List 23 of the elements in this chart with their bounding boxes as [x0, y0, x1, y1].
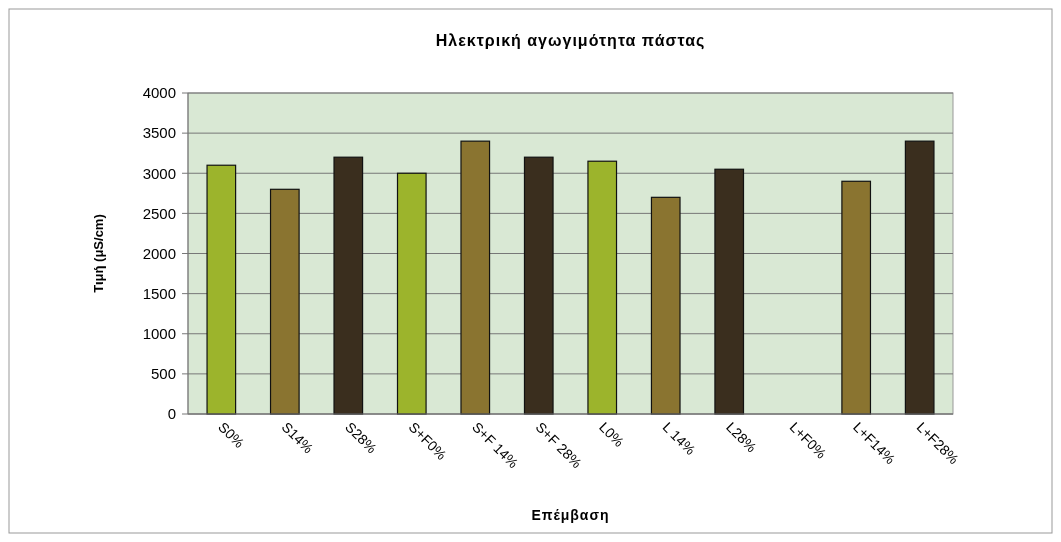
y-tick-label: 2500 [142, 204, 176, 222]
y-tick-label: 3500 [142, 124, 176, 142]
bar [396, 172, 427, 415]
y-tick-label: 3000 [142, 164, 176, 182]
chart-title: Ηλεκτρική αγωγιμότητα πάστας [435, 32, 706, 50]
y-tick-label: 0 [167, 405, 176, 423]
bar [460, 140, 491, 415]
bar [841, 180, 872, 415]
x-axis-title: Επέμβαση [531, 507, 610, 523]
bar [904, 140, 935, 415]
y-axis-title: Τιμή (μS/cm) [91, 214, 106, 293]
bar [650, 196, 681, 415]
y-tick-label: 1500 [142, 284, 176, 302]
bar [587, 160, 618, 415]
y-tick-label: 2000 [142, 244, 176, 262]
y-tick-label: 1000 [142, 325, 176, 342]
y-tick-label: 4000 [142, 84, 176, 102]
bar [714, 168, 745, 415]
bar [206, 164, 237, 415]
bar [269, 188, 300, 415]
bar [523, 156, 554, 415]
y-tick-label: 500 [150, 365, 176, 383]
bar [333, 156, 364, 415]
